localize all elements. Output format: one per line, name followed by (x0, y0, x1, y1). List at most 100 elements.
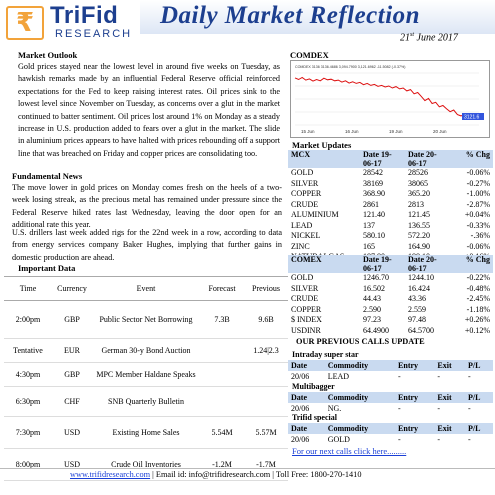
chart-caption: COMDEX 3136 3136.4686 3,094.7900 3,121.6… (295, 65, 405, 69)
footer-contact: | Email id: info@trifidresearch.com | To… (150, 470, 362, 479)
col-header-pl: P/L (468, 361, 481, 370)
cell-date2: 164.90 (408, 241, 430, 251)
cell-change: -1.18% (466, 304, 490, 314)
col-header-date1: Date 19-06-17 (363, 150, 392, 168)
cell-commodity: NICKEL (291, 231, 321, 240)
col-header-date1: Date 19-06-17 (363, 255, 392, 273)
col-header-commodity: Commodity (327, 393, 369, 402)
cell-event: MPC Member Haldane Speaks (96, 370, 196, 379)
col-header-chg: % Chg (465, 255, 490, 264)
table-header-row: MCX Date 19-06-17 Date 20-06-17 % Chg (288, 150, 493, 168)
cell-date1: 1246.70 (363, 273, 389, 282)
cell-date2: 572.20 (408, 231, 430, 240)
col-header-forecast: Forecast (208, 284, 236, 293)
cell-commodity: SILVER (291, 178, 319, 188)
market-outlook-title: Market Outlook (18, 50, 78, 60)
cell-forecast: 5.54M (211, 428, 233, 437)
cell-commodity: USDINR (291, 325, 321, 335)
intraday-table: Date Commodity Entry Exit P/L 20/06 LEAD… (288, 360, 493, 382)
cell-exit: - (437, 372, 441, 381)
cell-date: 20/06 (291, 372, 310, 381)
cell-time: 7:30pm (15, 428, 41, 437)
cell-date2: 1244.10 (408, 273, 434, 282)
chart-x-tick-label: 15 Jun (301, 129, 315, 134)
cell-commodity: GOLD (327, 435, 350, 444)
table-header-row: Date Commodity Entry Exit P/L (288, 392, 493, 403)
website-link[interactable]: www.trifidresearch.com (70, 470, 151, 479)
cell-currency: USD (63, 460, 80, 469)
report-date: 21st June 2017 (400, 32, 458, 44)
table-row: SILVER 16.502 16.424 -0.48% (288, 284, 493, 295)
cell-currency: CHF (64, 397, 80, 406)
cell-date1: 121.40 (363, 210, 385, 219)
cell-date1: 165 (363, 241, 375, 251)
table-row: USDINR 64.4900 64.5700 +0.12% (288, 326, 493, 337)
table-row: ZINC 165 164.90 -0.06% (288, 242, 493, 253)
comdex-title: COMDEX (290, 50, 329, 60)
cell-commodity: $ INDEX (291, 315, 322, 324)
chart-x-tick-label: 20 Jun (433, 129, 447, 134)
cell-pl: - (468, 372, 471, 381)
cell-commodity: GOLD (291, 273, 314, 282)
cell-date2: 365.20 (408, 189, 430, 198)
col-header-entry: Entry (398, 424, 419, 433)
fundamental-news-text-2: U.S. drillers last week added rigs for t… (12, 228, 282, 262)
cell-forecast (200, 339, 244, 363)
cell-currency: GBP (64, 315, 80, 324)
table-header-row: Time Currency Event Forecast Previous (4, 276, 288, 301)
table-row: $ INDEX 97.23 97.48 +0.26% (288, 315, 493, 326)
cell-commodity: NG. (327, 404, 342, 413)
cell-change: -0.27% (466, 178, 490, 188)
cell-date1: 2861 (363, 199, 379, 209)
col-header-previous: Previous (252, 284, 280, 293)
comdex-chart-svg: COMDEX 3136 3136.4686 3,094.7900 3,121.6… (294, 65, 484, 134)
cell-commodity: SILVER (291, 283, 319, 293)
cell-previous: 5.57M (255, 428, 277, 437)
comex-table: COMEX Date 19-06-17 Date 20-06-17 % Chg … (288, 255, 493, 336)
col-header-entry: Entry (398, 361, 419, 370)
col-header-chg: % Chg (465, 150, 490, 159)
table-row: NICKEL 580.10 572.20 -.36% (288, 231, 493, 242)
cell-entry: - (398, 404, 401, 413)
cell-forecast (200, 363, 244, 387)
table-header-row: Date Commodity Entry Exit P/L (288, 423, 493, 434)
cell-date1: 137 (363, 220, 375, 230)
col-header-pl: P/L (468, 393, 481, 402)
cell-previous: 1.24|2.3 (253, 346, 279, 355)
col-header-commodity: Commodity (327, 361, 369, 370)
cell-change: -0.06% (466, 241, 490, 251)
cell-event: Public Sector Net Borrowing (99, 315, 193, 324)
table-row: 8:00pm USD Crude Oil Inventories -1.2M -… (4, 449, 288, 481)
cell-event: German 30-y Bond Auction (101, 346, 191, 355)
col-header-exit: Exit (437, 424, 452, 433)
table-row: Tentative EUR German 30-y Bond Auction 1… (4, 339, 288, 363)
cell-previous: 9.6B (258, 315, 274, 324)
trifid-special-title: Trifid special (292, 413, 337, 422)
chart-x-tick-label: 19 Jun (389, 129, 403, 134)
cell-change: -0.22% (466, 273, 490, 282)
last-value-label: 3121.6 (464, 115, 480, 121)
footer: www.trifidresearch.com | Email id: info@… (70, 470, 361, 479)
cell-date1: 187.80 (363, 252, 385, 261)
table-row: CRUDE 44.43 43.36 -2.45% (288, 294, 493, 305)
table-row: GOLD 28542 28526 -0.06% (288, 168, 493, 179)
cell-currency: GBP (64, 370, 80, 379)
table-row: 6:30pm CHF SNB Quarterly Bulletin (4, 387, 288, 417)
cell-entry: - (398, 372, 401, 381)
logo-rupee-icon: ₹ (6, 6, 44, 40)
cell-change: -0.48% (466, 283, 490, 293)
important-data-title: Important Data (18, 263, 76, 273)
cell-date1: 38169 (363, 178, 383, 188)
fundamental-news-text-1: The move lower in gold prices on Monday … (12, 183, 282, 230)
cell-date1: 64.4900 (363, 325, 389, 335)
table-row: SILVER 38169 38065 -0.27% (288, 179, 493, 190)
trifid-special-table: Date Commodity Entry Exit P/L 20/06 GOLD… (288, 423, 493, 445)
market-updates-title: Market Updates (292, 140, 352, 150)
cell-date1: 580.10 (363, 231, 385, 240)
cell-date2: 38065 (408, 178, 428, 188)
cell-date: 20/06 (291, 435, 310, 444)
table-row: 20/06 LEAD - - - (288, 371, 493, 382)
col-header-date: Date (291, 393, 307, 402)
cell-date1: 16.502 (363, 283, 385, 293)
next-calls-link[interactable]: For our next calls click here......... (292, 446, 407, 456)
